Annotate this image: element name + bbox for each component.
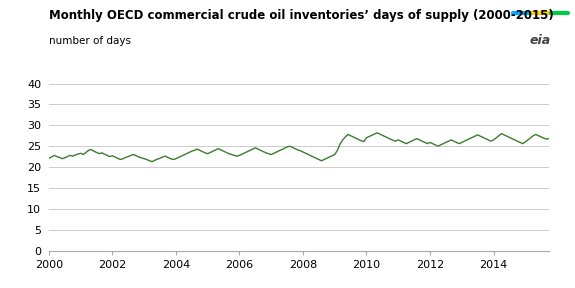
Text: eia: eia: [530, 34, 551, 47]
Text: Monthly OECD commercial crude oil inventories’ days of supply (2000-2015): Monthly OECD commercial crude oil invent…: [49, 9, 554, 22]
Text: number of days: number of days: [49, 36, 131, 46]
